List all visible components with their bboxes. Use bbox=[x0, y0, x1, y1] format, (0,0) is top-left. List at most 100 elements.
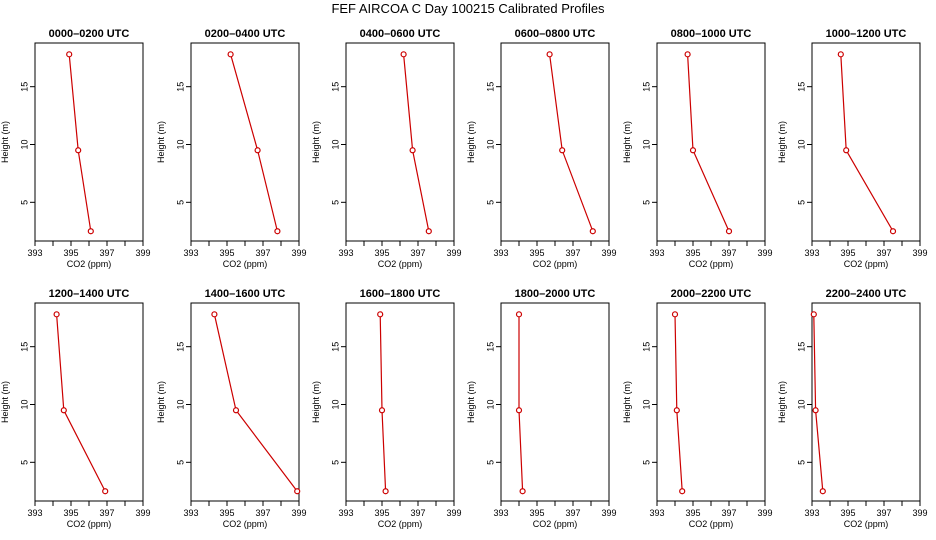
data-point bbox=[889, 228, 897, 235]
y-tick-label: 15 bbox=[796, 342, 806, 352]
x-tick-label: 395 bbox=[685, 508, 700, 518]
y-axis-label: Height (m) bbox=[466, 121, 476, 163]
y-tick-label: 10 bbox=[19, 399, 29, 409]
y-axis-label: Height (m) bbox=[622, 381, 632, 423]
data-point bbox=[294, 488, 301, 495]
y-tick-label: 10 bbox=[485, 399, 495, 409]
x-axis-label: CO2 (ppm) bbox=[844, 519, 889, 529]
x-tick-label: 397 bbox=[876, 508, 891, 518]
panel-title: 0800–1000 UTC bbox=[671, 28, 752, 40]
profile-line bbox=[674, 314, 683, 492]
data-point bbox=[515, 311, 523, 318]
profile-panel: 2200–2400 UTC 393 395 397 399 5 10 15 CO2 (ppm) H… bbox=[777, 288, 928, 529]
y-axis-label: Height (m) bbox=[466, 381, 476, 423]
x-tick-label: 397 bbox=[721, 508, 736, 518]
data-point bbox=[378, 407, 386, 414]
profile-panel: 1600–1800 UTC 393 395 397 399 5 10 15 CO2 (ppm) H… bbox=[311, 288, 462, 529]
profile-line bbox=[840, 54, 894, 232]
profile-panel: 1400–1600 UTC 393 395 397 399 5 10 15 CO2 (ppm) H… bbox=[156, 288, 307, 529]
panel-frame bbox=[345, 302, 455, 502]
x-axis-label: CO2 (ppm) bbox=[689, 259, 734, 269]
profile-line bbox=[379, 314, 387, 492]
y-tick-label: 10 bbox=[641, 399, 651, 409]
y-tick-label: 5 bbox=[796, 200, 806, 205]
panel-frame bbox=[500, 302, 610, 502]
y-tick-label: 15 bbox=[641, 342, 651, 352]
panel-frame bbox=[190, 42, 300, 242]
panel-frame bbox=[656, 302, 766, 502]
x-tick-label: 395 bbox=[840, 248, 855, 258]
y-axis-label: Height (m) bbox=[0, 381, 10, 423]
x-tick-label: 399 bbox=[912, 508, 927, 518]
data-point bbox=[589, 228, 596, 235]
x-axis-label: CO2 (ppm) bbox=[223, 519, 268, 529]
profile-line bbox=[549, 54, 594, 232]
x-tick-label: 395 bbox=[840, 508, 855, 518]
data-point bbox=[274, 228, 281, 235]
data-point bbox=[87, 228, 94, 235]
x-tick-label: 397 bbox=[255, 508, 270, 518]
data-point bbox=[53, 311, 60, 318]
panel-frame bbox=[811, 302, 921, 502]
data-point bbox=[232, 407, 240, 414]
y-tick-label: 15 bbox=[19, 82, 29, 92]
y-tick-label: 15 bbox=[175, 342, 185, 352]
profile-line bbox=[68, 54, 92, 232]
profile-panel: 0400–0600 UTC 393 395 397 399 5 10 15 CO2 (ppm) H… bbox=[311, 28, 462, 269]
x-tick-label: 393 bbox=[649, 508, 664, 518]
data-point bbox=[377, 311, 384, 318]
x-axis-label: CO2 (ppm) bbox=[533, 519, 578, 529]
x-tick-label: 395 bbox=[219, 248, 234, 258]
data-point bbox=[812, 407, 819, 414]
panel-title: 0200–0400 UTC bbox=[205, 28, 286, 40]
y-tick-label: 5 bbox=[485, 460, 495, 465]
x-tick-label: 399 bbox=[912, 248, 927, 258]
data-point bbox=[66, 51, 73, 58]
y-axis-label: Height (m) bbox=[156, 121, 166, 163]
panel-title: 1800–2000 UTC bbox=[515, 288, 596, 300]
x-tick-label: 393 bbox=[27, 508, 42, 518]
panel-title: 1200–1400 UTC bbox=[49, 288, 130, 300]
x-tick-label: 395 bbox=[374, 508, 389, 518]
x-tick-label: 395 bbox=[374, 248, 389, 258]
data-point bbox=[810, 311, 817, 318]
y-tick-label: 15 bbox=[175, 82, 185, 92]
y-tick-label: 15 bbox=[485, 82, 495, 92]
page-title: FEF AIRCOA C Day 100215 Calibrated Profi… bbox=[331, 1, 605, 16]
x-tick-label: 399 bbox=[601, 508, 616, 518]
data-point bbox=[409, 147, 416, 154]
x-tick-label: 395 bbox=[219, 508, 234, 518]
data-point bbox=[400, 51, 407, 58]
y-tick-label: 10 bbox=[175, 399, 185, 409]
x-axis-label: CO2 (ppm) bbox=[378, 519, 423, 529]
panel-title: 0600–0800 UTC bbox=[515, 28, 596, 40]
x-axis-label: CO2 (ppm) bbox=[844, 259, 889, 269]
panel-frame bbox=[500, 42, 610, 242]
profile-panel: 0800–1000 UTC 393 395 397 399 5 10 15 CO2 (ppm) H… bbox=[622, 28, 773, 269]
data-point bbox=[425, 228, 432, 235]
panel-title: 1600–1800 UTC bbox=[360, 288, 441, 300]
x-tick-label: 395 bbox=[529, 508, 544, 518]
y-axis-label: Height (m) bbox=[777, 121, 787, 163]
panel-title: 0400–0600 UTC bbox=[360, 28, 441, 40]
data-point bbox=[211, 311, 218, 318]
x-tick-label: 395 bbox=[63, 248, 78, 258]
y-tick-label: 10 bbox=[330, 399, 340, 409]
data-point bbox=[519, 488, 526, 495]
data-point bbox=[254, 147, 261, 154]
profile-panel: 1200–1400 UTC 393 395 397 399 5 10 15 CO2 (ppm) H… bbox=[0, 288, 151, 529]
profile-line bbox=[230, 54, 278, 232]
x-tick-label: 393 bbox=[649, 248, 664, 258]
x-tick-label: 393 bbox=[27, 248, 42, 258]
y-tick-label: 5 bbox=[175, 200, 185, 205]
data-point bbox=[843, 147, 850, 154]
panel-title: 0000–0200 UTC bbox=[49, 28, 130, 40]
panel-title: 2200–2400 UTC bbox=[826, 288, 907, 300]
x-tick-label: 397 bbox=[876, 248, 891, 258]
x-tick-label: 399 bbox=[135, 508, 150, 518]
y-tick-label: 15 bbox=[796, 82, 806, 92]
data-point bbox=[60, 407, 67, 414]
y-tick-label: 10 bbox=[796, 399, 806, 409]
profile-line bbox=[813, 314, 824, 492]
